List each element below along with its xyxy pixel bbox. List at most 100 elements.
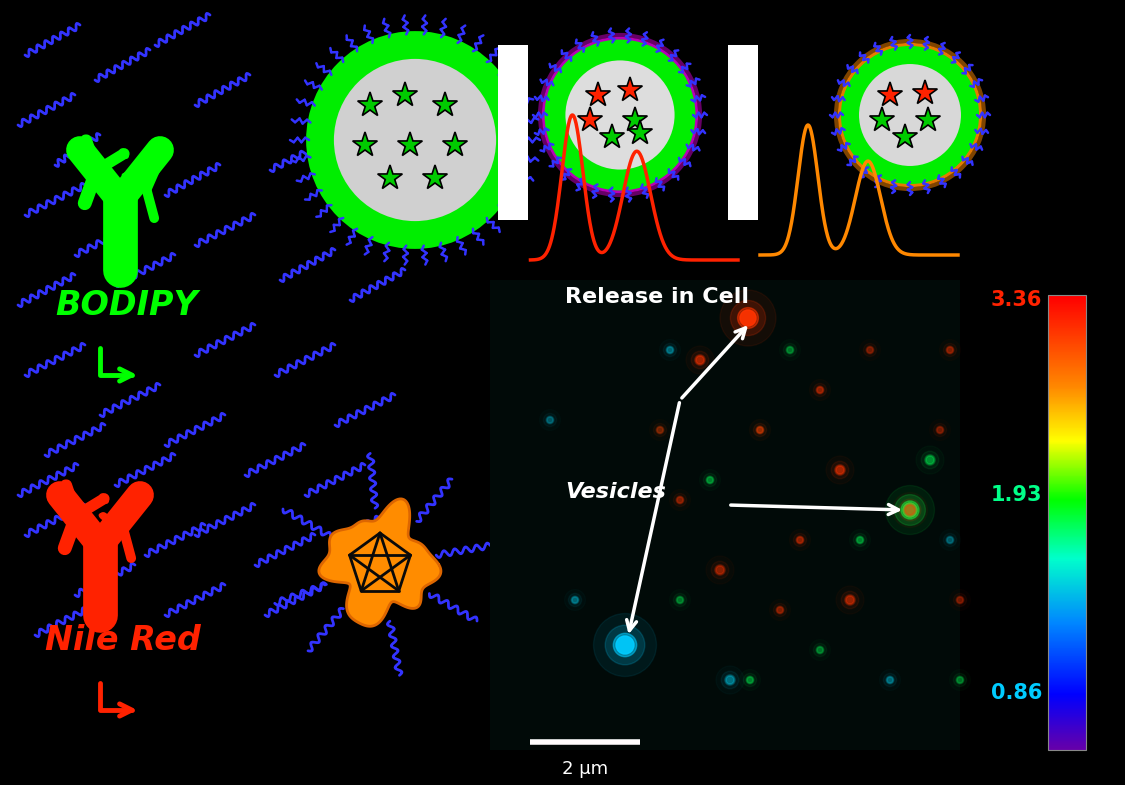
Circle shape [786, 346, 794, 354]
Text: 1.93: 1.93 [990, 485, 1042, 506]
Ellipse shape [129, 504, 140, 511]
Circle shape [706, 476, 714, 484]
Circle shape [720, 290, 776, 346]
Circle shape [867, 347, 873, 353]
Circle shape [654, 423, 667, 436]
Circle shape [788, 347, 793, 353]
Polygon shape [622, 107, 647, 130]
Circle shape [562, 57, 678, 173]
Circle shape [783, 343, 796, 356]
Circle shape [854, 533, 866, 546]
Circle shape [816, 386, 824, 394]
Ellipse shape [119, 148, 129, 159]
Circle shape [657, 427, 663, 433]
Circle shape [903, 503, 917, 517]
Ellipse shape [129, 486, 151, 504]
Polygon shape [397, 132, 422, 155]
Circle shape [863, 343, 876, 356]
Circle shape [677, 597, 683, 603]
Circle shape [616, 636, 634, 654]
Circle shape [903, 503, 917, 517]
Circle shape [744, 674, 757, 687]
Circle shape [796, 537, 803, 543]
Circle shape [696, 356, 704, 364]
Circle shape [676, 596, 684, 604]
Circle shape [885, 485, 935, 535]
Circle shape [956, 676, 964, 684]
Circle shape [613, 633, 637, 657]
Circle shape [724, 675, 736, 685]
Text: 0.86: 0.86 [991, 683, 1042, 703]
Circle shape [605, 625, 645, 665]
Circle shape [934, 423, 946, 436]
Text: Vesicles: Vesicles [565, 482, 666, 502]
Circle shape [674, 593, 686, 607]
Polygon shape [577, 107, 602, 130]
Circle shape [711, 561, 729, 579]
Circle shape [756, 426, 764, 434]
Circle shape [957, 597, 963, 603]
Circle shape [594, 614, 657, 677]
Circle shape [796, 536, 804, 544]
Circle shape [816, 646, 824, 654]
Circle shape [946, 346, 954, 354]
Text: BODIPY: BODIPY [55, 289, 198, 322]
Bar [728, 45, 758, 220]
Circle shape [817, 647, 824, 653]
Polygon shape [878, 82, 902, 105]
Circle shape [716, 566, 724, 574]
Circle shape [953, 674, 966, 687]
Polygon shape [433, 92, 458, 115]
Circle shape [901, 501, 919, 519]
Polygon shape [600, 124, 624, 148]
Circle shape [856, 536, 864, 544]
Polygon shape [628, 120, 652, 144]
Polygon shape [393, 82, 417, 105]
Circle shape [866, 346, 874, 354]
Text: 2 μm: 2 μm [562, 760, 608, 778]
Polygon shape [586, 82, 611, 105]
Circle shape [706, 477, 713, 483]
Polygon shape [358, 92, 382, 115]
Circle shape [886, 677, 893, 683]
Polygon shape [318, 499, 441, 626]
Ellipse shape [99, 513, 108, 520]
Circle shape [656, 426, 664, 434]
Circle shape [330, 55, 500, 225]
Circle shape [747, 677, 753, 683]
Circle shape [883, 674, 897, 687]
Circle shape [921, 451, 938, 469]
Ellipse shape [99, 494, 109, 504]
Circle shape [836, 466, 844, 474]
Circle shape [947, 347, 953, 353]
Circle shape [714, 564, 726, 575]
Polygon shape [352, 132, 377, 155]
Circle shape [726, 676, 734, 684]
Bar [490, 280, 960, 750]
Ellipse shape [69, 141, 91, 159]
Circle shape [947, 537, 953, 543]
Text: Release in Cell: Release in Cell [565, 287, 749, 307]
Circle shape [831, 462, 848, 479]
Circle shape [676, 496, 684, 504]
Circle shape [757, 427, 763, 433]
Circle shape [899, 499, 921, 521]
Circle shape [793, 533, 807, 546]
Circle shape [546, 416, 554, 424]
Circle shape [856, 61, 964, 169]
Circle shape [677, 497, 683, 503]
Text: Nile Red: Nile Red [45, 624, 200, 657]
Circle shape [936, 426, 944, 434]
Polygon shape [892, 124, 917, 148]
Circle shape [664, 343, 676, 356]
Circle shape [740, 310, 756, 326]
Circle shape [846, 596, 854, 604]
Circle shape [730, 301, 766, 336]
Circle shape [572, 596, 579, 604]
Polygon shape [916, 107, 940, 130]
Circle shape [703, 473, 717, 487]
Circle shape [572, 597, 578, 603]
Polygon shape [618, 77, 642, 100]
Polygon shape [442, 132, 467, 155]
Circle shape [956, 596, 964, 604]
